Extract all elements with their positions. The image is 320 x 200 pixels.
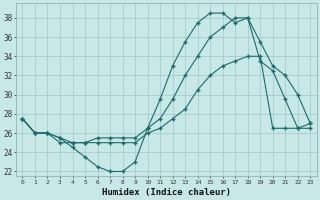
X-axis label: Humidex (Indice chaleur): Humidex (Indice chaleur) xyxy=(102,188,231,197)
